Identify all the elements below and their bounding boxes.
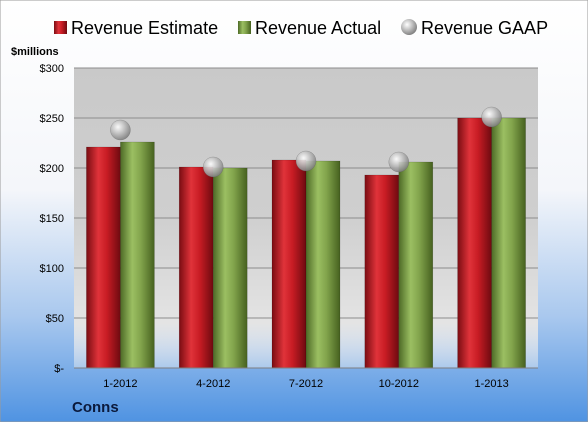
actual-bar xyxy=(305,160,341,369)
gaap-marker xyxy=(295,150,317,172)
y-tick-label: $50 xyxy=(46,313,64,325)
y-axis-ticks: $- $50 $100 $150 $200 $250 $300 xyxy=(40,63,65,375)
legend-item-revenue-actual: Revenue Actual xyxy=(238,18,381,38)
estimate-bar xyxy=(271,159,307,369)
estimate-bar xyxy=(364,174,400,369)
y-tick-label: $100 xyxy=(40,263,64,275)
actual-bar xyxy=(212,167,248,369)
y-tick-label: $300 xyxy=(40,63,64,75)
gaap-markers xyxy=(110,106,502,178)
estimate-bar xyxy=(86,146,121,369)
legend-swatch-estimate xyxy=(54,21,67,34)
estimate-bar xyxy=(457,117,492,369)
x-tick-label: 7-2012 xyxy=(289,378,323,390)
legend-item-revenue-estimate: Revenue Estimate xyxy=(54,18,218,38)
x-axis-ticks: 1-2012 4-2012 7-2012 10-2012 1-2013 xyxy=(103,378,508,390)
unit-label: $millions xyxy=(11,46,59,58)
y-tick-label: $250 xyxy=(40,113,64,125)
x-tick-label: 4-2012 xyxy=(196,378,230,390)
y-tick-label: $- xyxy=(54,363,64,375)
legend-swatch-gaap xyxy=(401,19,417,35)
bars xyxy=(86,117,526,369)
legend-item-revenue-gaap: Revenue GAAP xyxy=(401,18,548,38)
gaap-marker xyxy=(202,156,224,178)
gaap-marker xyxy=(481,106,502,128)
gaap-marker xyxy=(388,151,410,173)
legend-swatch-actual xyxy=(238,21,251,34)
legend-label-estimate: Revenue Estimate xyxy=(71,18,218,38)
company-name: Conns xyxy=(72,399,119,416)
y-tick-label: $200 xyxy=(40,163,64,175)
x-tick-label: 1-2013 xyxy=(474,378,508,390)
actual-bar xyxy=(398,161,434,369)
gaap-marker xyxy=(110,119,131,141)
actual-bar xyxy=(120,141,155,369)
legend-label-actual: Revenue Actual xyxy=(255,18,381,38)
actual-bar xyxy=(491,117,526,369)
x-tick-label: 1-2012 xyxy=(103,378,137,390)
estimate-bar xyxy=(178,166,214,369)
legend-label-gaap: Revenue GAAP xyxy=(421,18,548,38)
legend: Revenue Estimate Revenue Actual Revenue … xyxy=(54,18,548,38)
y-tick-label: $150 xyxy=(40,213,64,225)
x-tick-label: 10-2012 xyxy=(379,378,419,390)
